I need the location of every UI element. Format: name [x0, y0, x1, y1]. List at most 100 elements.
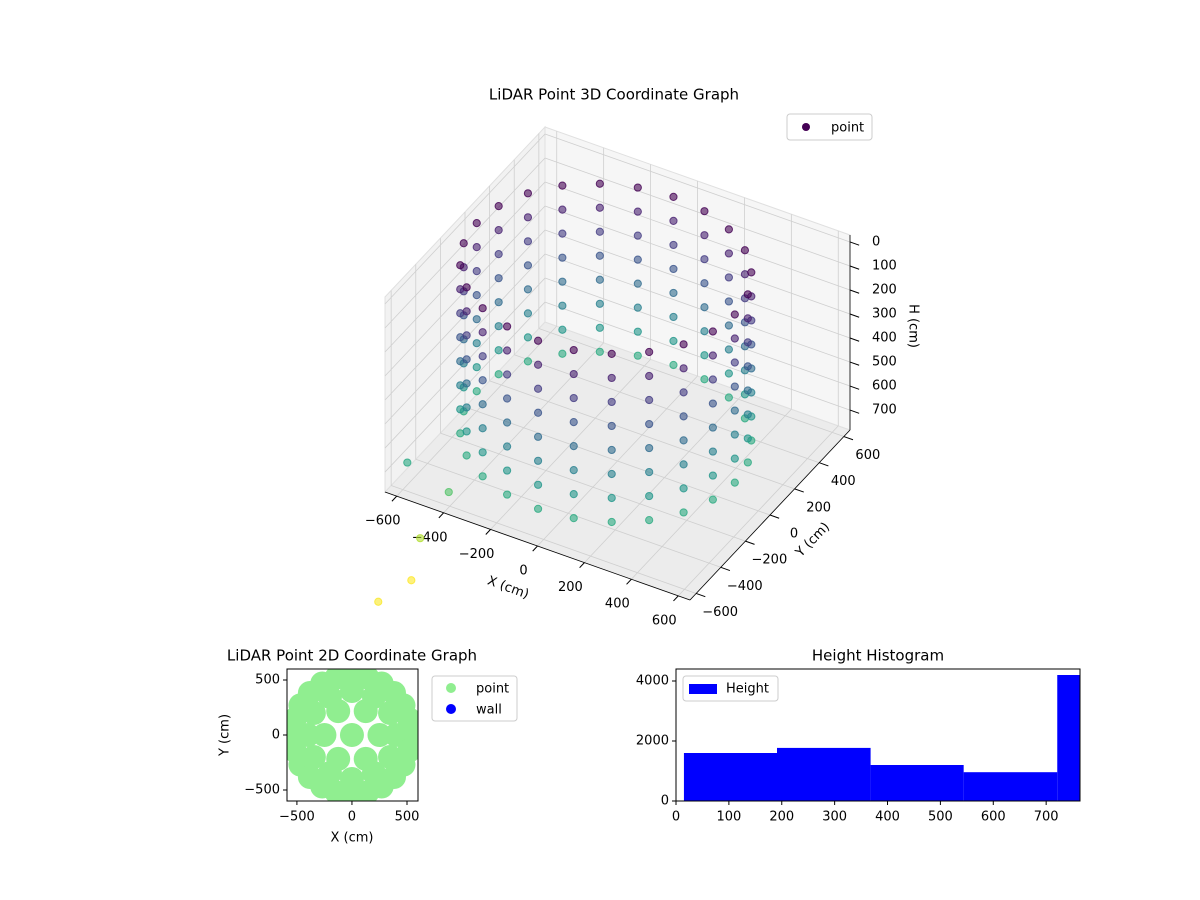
tick-mark [819, 462, 829, 467]
point [607, 421, 616, 431]
point [472, 243, 481, 252]
point [533, 384, 543, 393]
tick-mark [849, 385, 860, 390]
point [523, 261, 533, 270]
z-tick-label: 400 [872, 331, 897, 346]
point [743, 386, 752, 395]
point [533, 408, 543, 417]
point [700, 207, 709, 216]
point [494, 202, 503, 211]
point [478, 376, 487, 385]
point [503, 322, 512, 331]
grid-line [415, 458, 721, 568]
point [700, 327, 709, 336]
point [558, 325, 567, 334]
x-tick-label: −600 [365, 514, 401, 529]
point [743, 338, 752, 347]
z-tick-label: 200 [872, 282, 897, 297]
grid-line [384, 133, 546, 305]
legend-marker [446, 704, 456, 714]
point [669, 192, 678, 201]
tick-mark [532, 545, 538, 552]
point [669, 288, 678, 298]
point [743, 458, 752, 467]
point [472, 339, 481, 348]
point [533, 456, 543, 465]
point [730, 310, 739, 319]
z-tick-label: 100 [872, 258, 897, 273]
point [558, 181, 567, 190]
x-tick-label: 500 [928, 810, 953, 825]
tick-mark [794, 488, 804, 493]
point [403, 458, 412, 467]
point [569, 417, 578, 427]
point [472, 291, 481, 300]
legend-label: point [831, 121, 864, 136]
tick-mark [579, 562, 585, 569]
point [472, 315, 481, 324]
point [730, 334, 739, 343]
point [523, 309, 533, 318]
point [669, 312, 678, 322]
point [462, 379, 471, 388]
axis-line [689, 429, 851, 601]
point [478, 352, 487, 361]
y-tick-label: 2000 [636, 734, 669, 749]
point [462, 283, 471, 292]
grid-line [489, 380, 795, 490]
point [669, 336, 678, 346]
point [633, 207, 642, 216]
tick-mark [695, 592, 706, 598]
tick-mark [849, 241, 860, 246]
point [679, 340, 688, 349]
point [533, 336, 543, 345]
tick-mark [849, 265, 860, 270]
point [569, 345, 578, 355]
axis-line [384, 491, 691, 601]
point [494, 370, 503, 379]
point [669, 264, 678, 274]
point [645, 467, 654, 477]
point [503, 442, 512, 451]
point [462, 331, 471, 340]
point [633, 303, 642, 312]
grid-line [538, 328, 844, 437]
z-axis-label: H (cm) [906, 304, 921, 348]
point [724, 225, 733, 234]
y-tick-label: 0 [790, 527, 798, 542]
point [478, 400, 487, 409]
point [558, 277, 567, 286]
point [645, 371, 654, 381]
point [339, 723, 364, 747]
point [700, 303, 709, 312]
y-axis-label: Y (cm) [792, 520, 833, 561]
point [569, 369, 578, 379]
point [523, 357, 533, 366]
point [503, 490, 512, 499]
point [533, 360, 543, 369]
point [523, 333, 533, 342]
point [472, 363, 481, 372]
point [523, 237, 533, 246]
point [607, 397, 616, 407]
point [494, 298, 503, 307]
grid-line [544, 157, 851, 267]
point [503, 418, 512, 427]
z-tick-label: 600 [872, 379, 897, 394]
y-axis-label: Y (cm) [218, 714, 233, 757]
point [700, 279, 709, 288]
point [743, 362, 752, 371]
point [700, 231, 709, 240]
point [645, 516, 654, 525]
tick-mark [849, 409, 860, 414]
point [679, 412, 688, 421]
point [367, 723, 392, 747]
point [669, 216, 678, 226]
point [708, 375, 717, 384]
point [633, 327, 642, 336]
point [633, 231, 642, 240]
point [708, 423, 717, 432]
point [472, 267, 481, 276]
bar [777, 747, 871, 801]
y-tick-label: −200 [752, 553, 788, 568]
